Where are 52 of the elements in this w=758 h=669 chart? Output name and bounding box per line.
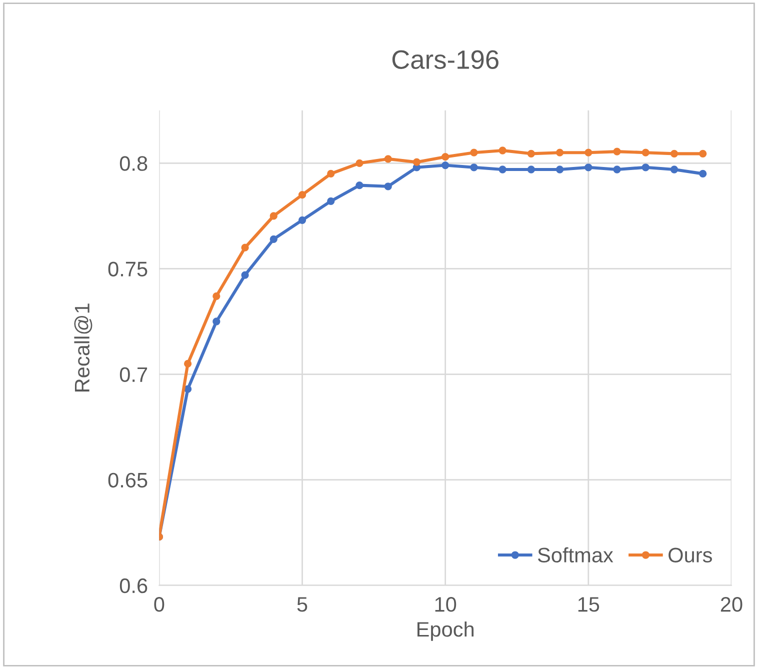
point (699, 170, 707, 178)
point (327, 197, 335, 205)
point (584, 164, 592, 172)
point (241, 244, 249, 252)
point (613, 148, 621, 156)
point (556, 148, 564, 156)
point (613, 166, 621, 174)
point (699, 150, 707, 158)
point (356, 159, 364, 167)
y-tick-label: 0.7 (120, 367, 148, 382)
point (527, 150, 535, 158)
y-tick-label: 0.65 (108, 472, 148, 488)
point (556, 166, 564, 174)
point (442, 153, 450, 161)
legend-label: Ours (668, 548, 712, 563)
point (670, 166, 678, 174)
y-tick-label: 0.8 (120, 156, 148, 171)
point (327, 170, 335, 178)
point (470, 164, 478, 172)
legend-label: Softmax (538, 547, 614, 563)
y-axis-title: Recall@1 (74, 304, 92, 392)
point (498, 146, 506, 154)
y-tick-label: 0.6 (120, 578, 148, 594)
point (470, 148, 478, 156)
point (270, 235, 278, 243)
point (642, 148, 650, 156)
point (384, 182, 392, 190)
point (442, 161, 450, 170)
x-tick-label: 10 (435, 597, 456, 612)
x-tick-label: 20 (720, 597, 742, 612)
y-tick-label: 0.75 (108, 262, 148, 276)
point (670, 150, 678, 158)
point (184, 385, 192, 393)
point (498, 166, 506, 174)
point (384, 155, 392, 163)
point (584, 148, 592, 156)
x-tick-label: 0 (154, 597, 164, 612)
point (298, 191, 306, 199)
point (356, 182, 364, 190)
x-tick-label: 5 (297, 597, 308, 612)
chart-title: Cars-196 (392, 50, 498, 69)
point (527, 166, 535, 174)
point (298, 216, 306, 224)
point (412, 158, 421, 166)
point (270, 212, 278, 220)
point (241, 271, 249, 279)
point (212, 318, 220, 326)
x-tick-label: 15 (578, 597, 600, 612)
point (184, 360, 192, 368)
point (212, 292, 220, 300)
point (642, 164, 650, 172)
x-axis-title: Epoch (418, 621, 474, 641)
